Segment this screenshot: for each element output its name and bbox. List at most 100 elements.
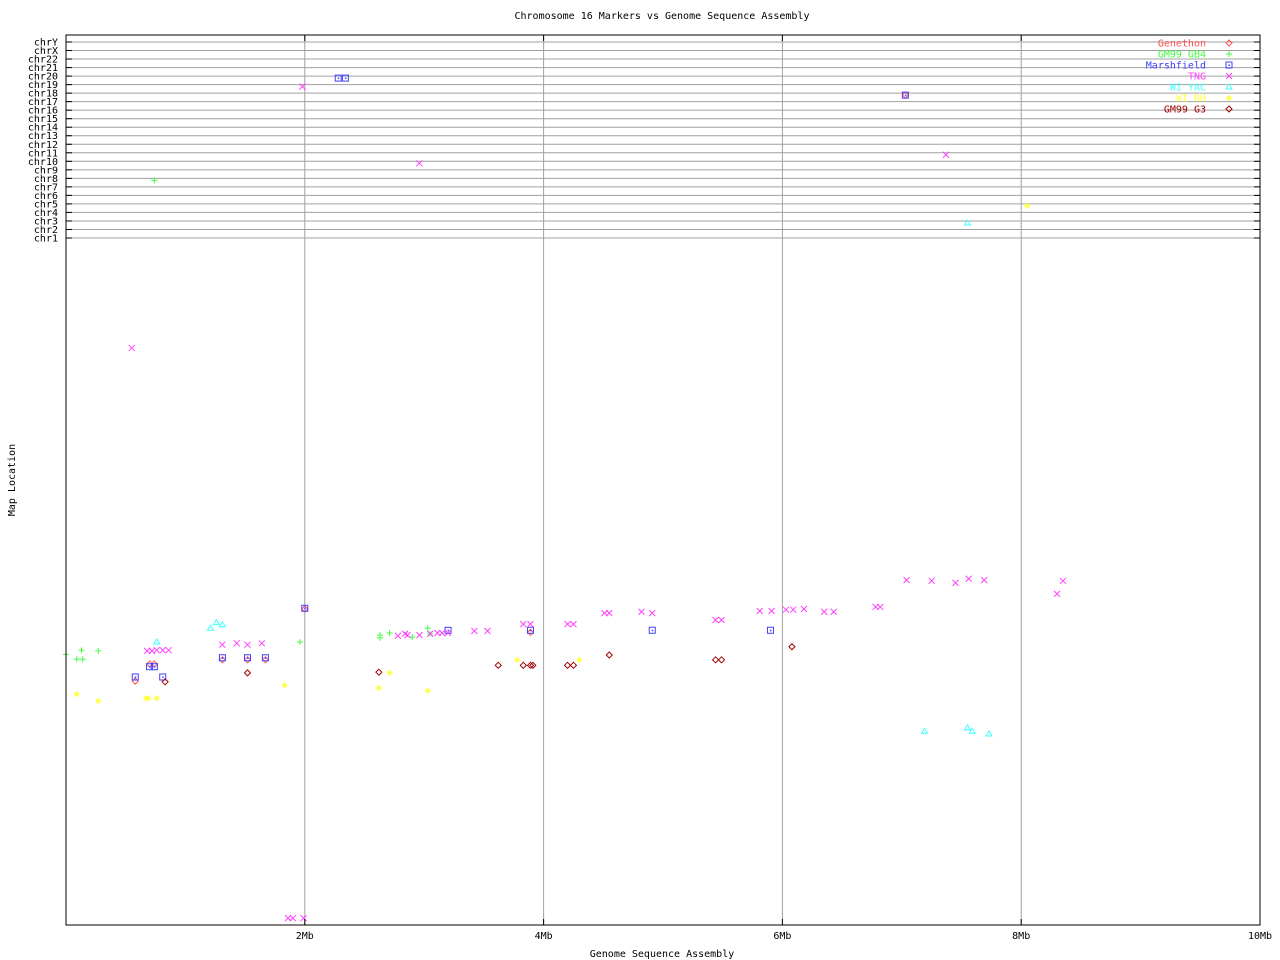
data-point bbox=[386, 669, 393, 676]
data-point bbox=[153, 646, 161, 654]
data-point bbox=[968, 727, 977, 734]
data-point bbox=[563, 661, 572, 670]
data-point bbox=[334, 74, 342, 82]
y-tick-label: chrY bbox=[34, 38, 58, 49]
data-point bbox=[963, 218, 972, 226]
data-point bbox=[980, 576, 988, 584]
data-point-dot bbox=[529, 629, 532, 632]
data-point-dot bbox=[337, 77, 340, 80]
data-point bbox=[218, 620, 227, 628]
y-tick-label: chr16 bbox=[28, 106, 58, 117]
legend-label: GM99 GB4 bbox=[1158, 50, 1206, 61]
data-point bbox=[800, 605, 808, 613]
data-point-dot bbox=[162, 676, 164, 678]
plot-frame bbox=[65, 34, 1261, 926]
series-gm99-g3 bbox=[161, 643, 796, 686]
legend-symbol bbox=[1226, 95, 1232, 101]
data-point bbox=[165, 646, 173, 654]
data-point bbox=[529, 661, 537, 670]
data-point bbox=[78, 647, 85, 654]
legend-label: TNG bbox=[1188, 72, 1206, 83]
x-tick-label: 2Mb bbox=[296, 931, 314, 942]
data-point bbox=[212, 618, 221, 626]
data-point bbox=[244, 641, 251, 649]
y-tick-label: chr8 bbox=[34, 174, 58, 185]
y-tick-label: chr18 bbox=[28, 89, 58, 100]
data-point bbox=[424, 687, 431, 694]
data-point bbox=[920, 727, 929, 734]
data-point-dot bbox=[153, 666, 156, 668]
data-point-dot bbox=[134, 676, 137, 678]
data-point bbox=[153, 695, 160, 702]
y-tick-label: chr15 bbox=[28, 114, 58, 125]
legend-label: Genethon bbox=[1158, 39, 1206, 50]
data-point bbox=[73, 656, 80, 663]
data-point-dot bbox=[149, 666, 151, 668]
data-point bbox=[301, 604, 309, 612]
data-point-dot bbox=[769, 629, 772, 632]
data-point bbox=[564, 620, 571, 628]
y-axis-label: Map Location bbox=[7, 444, 18, 516]
data-point bbox=[243, 654, 251, 662]
data-point bbox=[375, 684, 382, 691]
data-point bbox=[712, 616, 719, 624]
y-tick-label: chr11 bbox=[28, 148, 58, 159]
data-point bbox=[159, 646, 167, 654]
y-tick-label: chr3 bbox=[34, 216, 58, 227]
data-point bbox=[494, 661, 502, 670]
y-tick-label: chr19 bbox=[28, 80, 58, 91]
legend-symbol bbox=[1225, 39, 1233, 47]
data-point bbox=[79, 656, 86, 663]
data-point bbox=[766, 626, 774, 634]
data-point-dot bbox=[651, 629, 654, 632]
series-gm99-gb4 bbox=[63, 177, 434, 663]
legend-label: GM99 G3 bbox=[1164, 105, 1206, 116]
data-point bbox=[426, 630, 434, 638]
data-point bbox=[789, 606, 797, 614]
legend-symbol-dot bbox=[1228, 64, 1230, 66]
x-tick-label: 4Mb bbox=[535, 931, 553, 942]
data-point-dot bbox=[246, 657, 249, 659]
y-tick-label: chr14 bbox=[28, 123, 58, 134]
y-tick-label: chr22 bbox=[28, 55, 58, 66]
data-point bbox=[768, 607, 776, 615]
data-point bbox=[570, 620, 577, 628]
data-point bbox=[526, 626, 534, 634]
data-point bbox=[218, 654, 226, 662]
data-point bbox=[782, 606, 790, 614]
data-point bbox=[301, 605, 309, 613]
data-point bbox=[409, 634, 416, 641]
data-point bbox=[143, 647, 151, 655]
data-point bbox=[928, 577, 936, 585]
data-point bbox=[261, 656, 270, 664]
data-point bbox=[152, 637, 161, 645]
legend-symbol bbox=[1225, 72, 1233, 80]
data-point bbox=[131, 677, 139, 685]
x-tick-label: 6Mb bbox=[773, 931, 791, 942]
series-wi-rh bbox=[73, 202, 1031, 705]
data-point bbox=[424, 625, 431, 632]
data-point bbox=[95, 698, 102, 705]
data-point bbox=[648, 626, 656, 634]
data-point bbox=[718, 616, 725, 624]
data-point bbox=[438, 629, 446, 637]
data-point bbox=[484, 627, 491, 635]
y-tick-label: chr21 bbox=[28, 63, 58, 74]
data-point bbox=[218, 656, 227, 664]
data-point bbox=[95, 647, 102, 654]
data-point-dot bbox=[304, 607, 306, 610]
data-point bbox=[233, 639, 241, 647]
x-tick-label: 8Mb bbox=[1012, 931, 1030, 942]
data-point bbox=[145, 695, 152, 702]
data-point bbox=[576, 656, 583, 663]
data-point bbox=[820, 608, 828, 616]
data-point bbox=[717, 656, 726, 664]
data-point bbox=[299, 83, 306, 90]
data-point bbox=[161, 678, 169, 686]
y-tick-label: chr13 bbox=[28, 131, 58, 142]
data-point bbox=[942, 151, 950, 159]
data-point bbox=[341, 74, 349, 82]
data-point bbox=[901, 91, 909, 99]
data-point bbox=[526, 628, 535, 637]
